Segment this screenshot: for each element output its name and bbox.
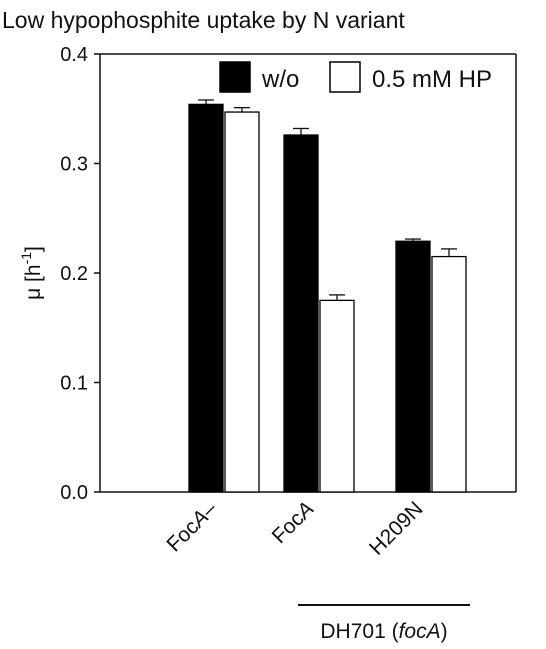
x-tick-label: FocA bbox=[268, 497, 319, 548]
legend-swatch-hp bbox=[329, 61, 361, 93]
group-label: DH701 (focA) bbox=[320, 620, 447, 643]
y-axis-ticks: 0.0 0.1 0.2 0.3 0.4 bbox=[60, 44, 100, 504]
group-label-part: DH701 ( bbox=[320, 620, 398, 643]
x-tick-label: FocA– bbox=[162, 497, 221, 556]
x-tick-label-part: H209N bbox=[365, 497, 427, 559]
bar bbox=[188, 103, 224, 493]
legend-swatch-without bbox=[219, 61, 251, 93]
y-axis-label-main: μ [h bbox=[22, 264, 45, 299]
bar bbox=[224, 111, 260, 493]
y-tick-label: 0.4 bbox=[60, 44, 88, 66]
y-tick-label: 0.2 bbox=[60, 263, 88, 285]
y-tick-label: 0.0 bbox=[60, 482, 88, 504]
group-label-part: focA bbox=[399, 620, 441, 643]
y-axis-label-superscript: -1 bbox=[18, 252, 34, 265]
bar-series bbox=[188, 103, 467, 493]
y-tick-label: 0.1 bbox=[60, 373, 88, 395]
bar bbox=[283, 134, 319, 493]
legend-label-hp: 0.5 mM HP bbox=[372, 66, 492, 93]
y-tick-label: 0.3 bbox=[60, 154, 88, 176]
chart-title: Low hypophosphite uptake by N variant bbox=[2, 7, 405, 33]
x-tick-label: H209N bbox=[365, 497, 427, 559]
bar bbox=[431, 255, 467, 493]
x-tick-labels: FocA– FocA H209N bbox=[162, 497, 427, 560]
group-bracket: DH701 (focA) bbox=[298, 604, 470, 643]
error-bars bbox=[198, 99, 457, 301]
legend-label-without: w/o bbox=[261, 66, 299, 93]
y-axis-label: μ [h-1] bbox=[18, 246, 45, 300]
bar bbox=[395, 240, 431, 493]
bar bbox=[319, 299, 355, 493]
legend: w/o 0.5 mM HP bbox=[219, 61, 492, 93]
group-label-part: ) bbox=[441, 620, 448, 643]
y-axis-label-end: ] bbox=[22, 246, 45, 252]
